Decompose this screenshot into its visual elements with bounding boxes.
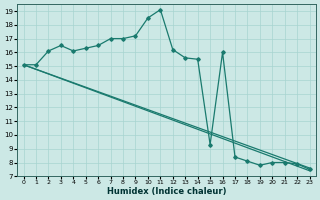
X-axis label: Humidex (Indice chaleur): Humidex (Indice chaleur)	[107, 187, 226, 196]
